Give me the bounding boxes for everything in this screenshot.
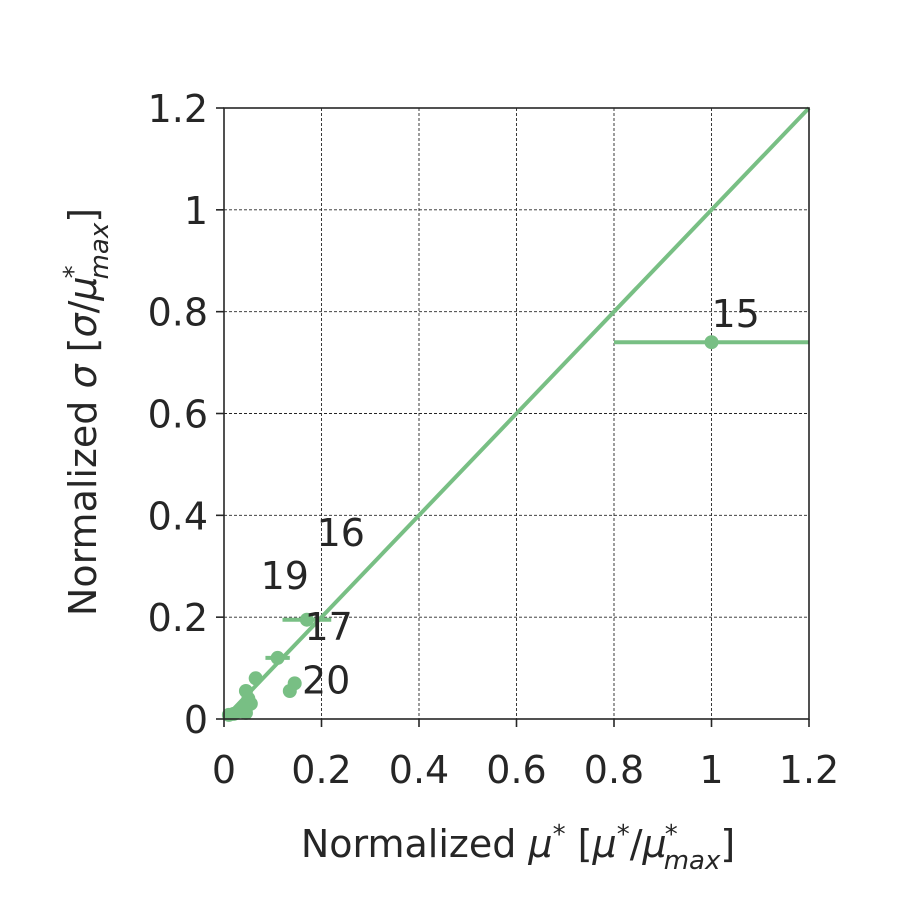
y-axis-label: Normalized σ [σ/μ*max]	[59, 208, 115, 616]
x-tick-label: 0.6	[486, 748, 546, 792]
point-label: 16	[317, 511, 365, 555]
y-tick-label: 0.2	[148, 596, 208, 640]
y-tick-label: 0	[184, 698, 208, 742]
point-label: 19	[261, 554, 309, 598]
y-tick-label: 0.8	[148, 291, 208, 335]
reference-line	[222, 106, 811, 721]
x-axis-label: Normalized μ* [μ*/μ* max]	[301, 820, 735, 876]
x-tick-labels: 0 0.2 0.4 0.6 0.8 1 1.2	[212, 748, 839, 792]
y-tick-label: 1.2	[148, 87, 208, 131]
data-point	[704, 335, 719, 350]
data-point	[282, 683, 297, 698]
point-label: 17	[304, 605, 352, 649]
data-points	[221, 335, 719, 722]
x-tick-label: 1.2	[779, 748, 839, 792]
point-label: 15	[712, 292, 760, 336]
data-point	[248, 671, 263, 686]
x-tick-label: 0.8	[584, 748, 644, 792]
y-tick-label: 0.4	[148, 494, 208, 538]
x-tick-label: 0.2	[291, 748, 351, 792]
data-point	[270, 650, 285, 665]
y-tick-label: 0.6	[148, 393, 208, 437]
x-tick-label: 1	[699, 748, 723, 792]
x-tick-label: 0.4	[389, 748, 449, 792]
x-tick-label: 0	[212, 748, 236, 792]
identity-line	[222, 106, 811, 721]
data-point	[299, 612, 314, 627]
y-tick-labels: 0 0.2 0.4 0.6 0.8 1 1.2	[148, 87, 208, 742]
y-tick-label: 1	[184, 189, 208, 233]
tick-marks	[216, 107, 810, 727]
point-label: 20	[302, 659, 350, 703]
